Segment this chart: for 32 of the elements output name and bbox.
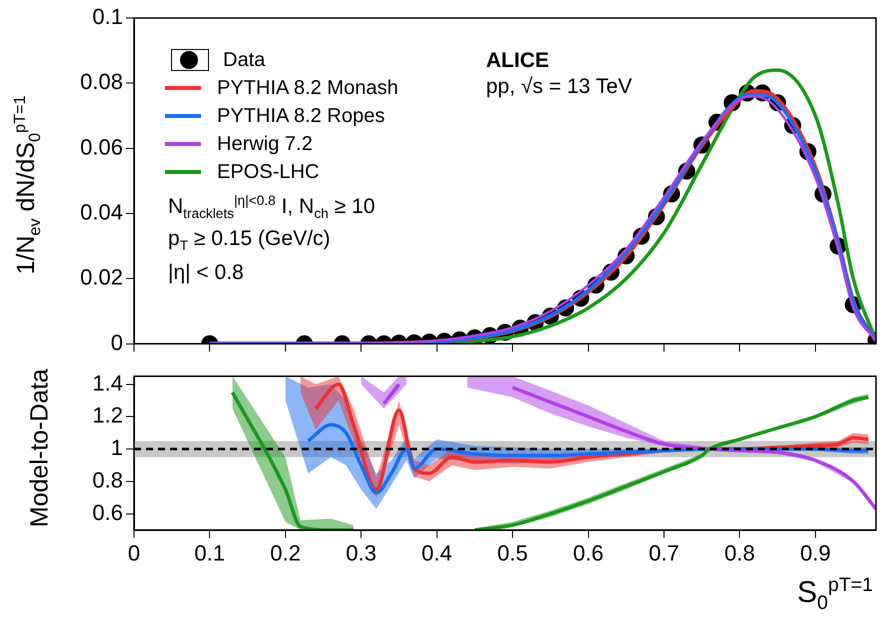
y-tick-label: 0 <box>110 330 123 355</box>
x-tick-label: 0.1 <box>194 540 226 566</box>
legend-label: PYTHIA 8.2 Ropes <box>217 104 385 128</box>
annotation: p$_{T}$ ≥ 0.15 (GeV/c) <box>168 227 330 254</box>
x-tick-label: 0.3 <box>346 540 376 566</box>
y-tick-label: 0.6 <box>92 500 123 525</box>
annotation: N$_{tracklets}$$^{|η|<0.8}$ I, N$_{ch}$ ≥ 10 <box>168 193 376 222</box>
annotation: |η| < 0.8 <box>168 261 244 284</box>
y-axis-title: Model-to-Data <box>26 368 54 528</box>
y-tick-label: 0.06 <box>80 134 123 160</box>
y-tick-label: 0.1 <box>92 4 123 30</box>
x-tick-label: 0.9 <box>800 540 831 566</box>
x-tick-label: 0.7 <box>648 540 680 566</box>
annotation: pp, √s = 13 TeV <box>486 75 632 98</box>
x-tick-label: 0.6 <box>572 540 604 566</box>
x-tick-label: 0 <box>128 540 140 566</box>
y-tick-label: 0.04 <box>80 200 123 225</box>
legend-label: PYTHIA 8.2 Monash <box>217 76 398 100</box>
y-tick-label: 1 <box>110 435 123 460</box>
legend-label: Data <box>223 48 266 72</box>
x-tick-label: 0.5 <box>497 540 528 566</box>
x-tick-label: 0.2 <box>270 540 301 566</box>
y-tick-label: 0.8 <box>92 467 123 492</box>
legend-label: Herwig 7.2 <box>217 132 313 156</box>
y-tick-label: 1.2 <box>92 402 123 428</box>
x-tick-label: 0.8 <box>724 540 756 566</box>
y-tick-label: 1.4 <box>92 370 123 396</box>
y-tick-label: 0.08 <box>80 69 123 94</box>
y-tick-label: 0.02 <box>80 264 123 290</box>
annotation: ALICE <box>486 49 549 72</box>
legend-label: EPOS-LHC <box>217 160 320 184</box>
x-tick-label: 0.4 <box>422 540 452 566</box>
